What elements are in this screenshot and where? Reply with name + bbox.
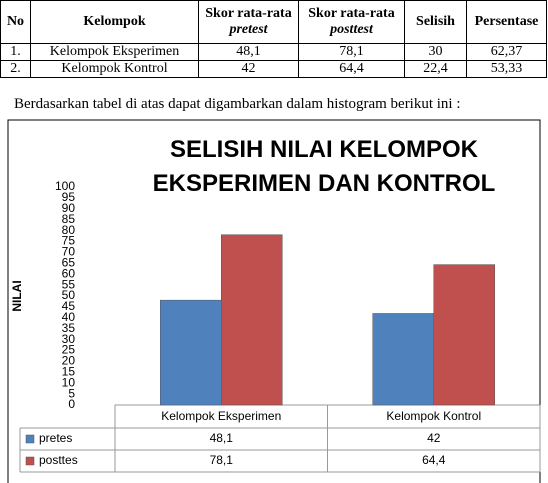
table-cell: 22,4 [404, 60, 467, 78]
legend-swatch [25, 456, 35, 466]
header-cell: Persentase [466, 0, 547, 44]
y-tick-label: 90 [62, 201, 76, 215]
data-table: No Kelompok Skor rata-rata pretest Skor rat… [0, 0, 547, 78]
bar [372, 313, 434, 406]
table-row: 2. Kelompok Kontrol 42 64,4 22,4 53,33 [0, 60, 547, 78]
table-cell: Kelompok Kontrol [30, 60, 199, 78]
x-tick-label: Kelompok Eksperimen [161, 409, 281, 423]
y-tick-label: 65 [62, 255, 76, 269]
data-table-value: 42 [427, 431, 441, 445]
header-row: No Kelompok Skor rata-rata pretest Skor rat… [0, 0, 547, 44]
y-tick-label: 30 [62, 332, 76, 346]
table-cell: 53,33 [466, 60, 547, 78]
y-tick-label: 60 [62, 266, 76, 280]
header-text: Skor rata-rata [308, 6, 395, 21]
y-tick-label: 35 [62, 321, 76, 335]
header-emphasis: pretest [229, 22, 268, 37]
table-cell: 78,1 [298, 43, 405, 61]
y-tick-label: 15 [62, 364, 76, 378]
table-cell: 62,37 [466, 43, 547, 61]
y-tick-label: 50 [62, 288, 76, 302]
bar [221, 234, 283, 406]
header-emphasis: posttest [330, 22, 373, 37]
paragraph: Berdasarkan tabel di atas dapat digambar… [14, 96, 461, 112]
data-table-value: 78,1 [210, 453, 234, 467]
y-tick-label: 40 [62, 310, 76, 324]
y-tick-label: 10 [62, 375, 76, 389]
y-tick-label: 80 [62, 223, 76, 237]
y-axis-label: NILAI [10, 280, 24, 311]
data-table-value: 64,4 [422, 453, 446, 467]
y-tick-label: 5 [68, 386, 75, 400]
chart-title: SELISIH NILAI KELOMPOK EKSPERIMEN DAN KO… [152, 136, 496, 197]
y-tick-label: 85 [62, 212, 76, 226]
header-text: Skor rata-rata [205, 6, 292, 21]
y-tick-label: 100 [55, 179, 75, 193]
y-tick-label: 45 [62, 299, 76, 313]
legend-swatch [25, 434, 35, 444]
header-cell: No [0, 0, 31, 44]
bar [160, 299, 222, 406]
y-tick-label: 70 [62, 245, 76, 259]
legend-label: posttes [39, 453, 78, 467]
header-cell: Skor rata-rata posttest [298, 0, 405, 44]
y-tick-label: 75 [62, 234, 76, 248]
header-cell: Kelompok [30, 0, 199, 44]
table-row: 1. Kelompok Eksperimen 48,1 78,1 30 62,37 [0, 43, 547, 61]
header-cell: Selisih [404, 0, 467, 44]
legend-label: pretes [39, 431, 72, 445]
y-tick-label: 25 [62, 343, 76, 357]
table-cell: Kelompok Eksperimen [30, 43, 199, 61]
x-tick-label: Kelompok Kontrol [386, 409, 481, 423]
bar [433, 264, 495, 406]
y-tick-label: 95 [62, 190, 76, 204]
y-tick-label: 0 [68, 397, 75, 411]
y-tick-label: 20 [62, 354, 76, 368]
y-tick-label: 55 [62, 277, 76, 291]
data-table-value: 48,1 [210, 431, 234, 445]
table-cell: 64,4 [298, 60, 405, 78]
table-cell: 30 [404, 43, 467, 61]
